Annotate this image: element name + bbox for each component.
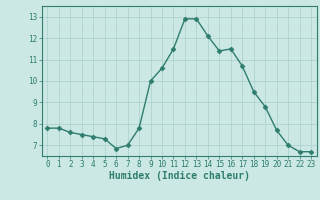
X-axis label: Humidex (Indice chaleur): Humidex (Indice chaleur) (109, 171, 250, 181)
